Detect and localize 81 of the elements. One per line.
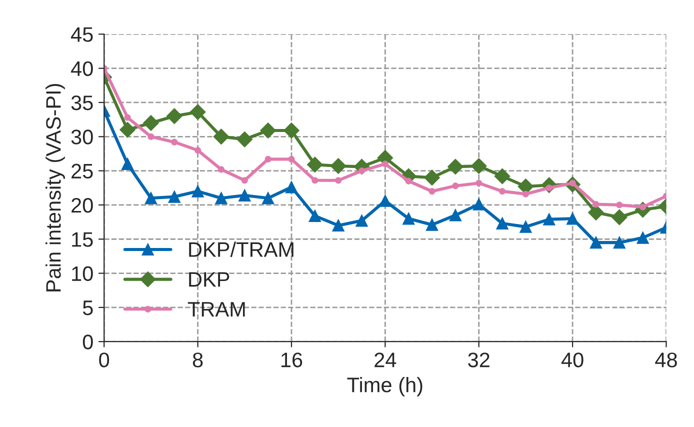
point	[613, 236, 626, 249]
point	[448, 158, 464, 175]
point	[238, 189, 251, 202]
point	[356, 214, 368, 227]
point	[592, 200, 600, 208]
point	[543, 213, 556, 226]
point	[636, 232, 649, 244]
point	[288, 156, 295, 162]
point	[566, 212, 579, 225]
point	[241, 177, 248, 184]
point	[472, 198, 485, 210]
point	[171, 138, 178, 146]
point	[144, 192, 158, 204]
point	[424, 170, 440, 186]
y-tick-label: 15	[72, 232, 93, 247]
y-tick-label: 30	[71, 130, 93, 144]
x-tick-label: 0	[99, 352, 110, 368]
point	[312, 177, 318, 184]
point	[382, 160, 388, 168]
x-tick-label: 8	[192, 352, 203, 368]
point	[215, 192, 228, 204]
point	[496, 217, 508, 230]
point	[612, 209, 628, 226]
point	[260, 122, 276, 138]
point	[522, 190, 530, 198]
point	[330, 158, 346, 174]
point	[616, 202, 623, 208]
point	[192, 185, 204, 198]
point	[379, 194, 392, 207]
point	[121, 158, 134, 170]
y-axis-title: Pain intensity (VAS-PI)	[46, 84, 65, 292]
point	[588, 204, 604, 220]
point	[470, 158, 487, 174]
point	[285, 181, 298, 194]
y-tick-label: 45	[70, 27, 93, 42]
point	[449, 209, 462, 222]
point	[494, 168, 510, 184]
x-tick-label: 24	[374, 352, 396, 368]
y-tick-label: 5	[82, 300, 93, 316]
legend-label: TRAM	[188, 302, 245, 316]
point	[402, 212, 415, 225]
point	[426, 218, 438, 231]
point	[264, 156, 272, 162]
x-tick-label: 32	[468, 352, 490, 368]
point	[262, 192, 274, 204]
point	[194, 147, 202, 154]
point	[476, 180, 482, 186]
point	[120, 122, 136, 138]
y-tick-label: 10	[72, 266, 93, 282]
x-tick-label: 48	[655, 352, 677, 368]
point	[520, 220, 532, 233]
point	[405, 178, 412, 184]
y-tick-label: 20	[72, 198, 93, 213]
legend-label: DKP/TRAM	[189, 242, 294, 257]
legend-label: DKP	[189, 272, 230, 287]
y-tick-label: 35	[71, 95, 93, 110]
y-tick-label: 40	[70, 61, 93, 76]
point	[213, 128, 230, 145]
point	[308, 210, 321, 222]
point	[166, 108, 182, 124]
point	[452, 182, 459, 190]
point	[498, 188, 506, 195]
point	[218, 166, 225, 173]
x-axis-title: Time (h)	[347, 376, 422, 396]
point	[590, 236, 602, 249]
point	[236, 131, 253, 148]
point	[124, 114, 131, 121]
x-tick-label: 16	[281, 352, 302, 368]
point	[284, 122, 300, 138]
point	[428, 188, 436, 195]
point	[148, 133, 154, 140]
x-tick-label: 40	[561, 352, 584, 368]
y-tick-label: 25	[72, 164, 93, 179]
point	[143, 115, 159, 131]
point	[190, 104, 206, 120]
point	[358, 168, 366, 174]
point	[307, 156, 323, 173]
y-tick-label: 0	[82, 334, 93, 350]
point	[168, 190, 180, 203]
point	[332, 219, 344, 232]
point	[335, 177, 342, 184]
